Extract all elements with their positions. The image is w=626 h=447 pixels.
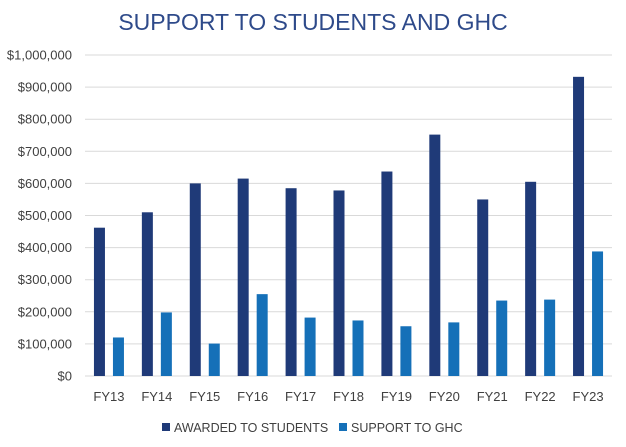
y-tick-label: $0 bbox=[58, 369, 72, 384]
x-tick-label: FY14 bbox=[141, 389, 172, 404]
y-tick-label: $1,000,000 bbox=[7, 48, 72, 63]
x-tick-label: FY23 bbox=[573, 389, 604, 404]
x-tick-label: FY15 bbox=[189, 389, 220, 404]
y-tick-label: $400,000 bbox=[18, 240, 72, 255]
bars bbox=[93, 76, 604, 376]
x-axis-ticks: FY13 FY14 FY15 FY16 FY17 FY18 FY19 FY20 FY21 FY22… bbox=[93, 389, 603, 404]
y-tick-label: $100,000 bbox=[18, 336, 72, 351]
bar-awarded-to-students-fy16 bbox=[237, 178, 249, 376]
y-tick-label: $300,000 bbox=[18, 272, 72, 287]
bar-awarded-to-students-fy21 bbox=[477, 199, 489, 376]
bar-support-to-ghc-fy13 bbox=[112, 337, 124, 376]
legend-label-support-to-ghc: SUPPORT TO GHC bbox=[351, 421, 463, 435]
bar-awarded-to-students-fy19 bbox=[381, 171, 393, 376]
bar-support-to-ghc-fy14 bbox=[160, 312, 172, 376]
y-tick-label: $600,000 bbox=[18, 176, 72, 191]
x-tick-label: FY13 bbox=[93, 389, 124, 404]
chart-title: SUPPORT TO STUDENTS AND GHC bbox=[118, 9, 507, 35]
legend: AWARDED TO STUDENTS SUPPORT TO GHC bbox=[162, 421, 463, 435]
bar-awarded-to-students-fy20 bbox=[429, 134, 441, 376]
bar-support-to-ghc-fy18 bbox=[352, 320, 364, 376]
x-tick-label: FY21 bbox=[477, 389, 508, 404]
legend-swatch-support-to-ghc bbox=[339, 423, 347, 431]
bar-support-to-ghc-fy19 bbox=[400, 326, 412, 376]
y-tick-label: $500,000 bbox=[18, 208, 72, 223]
x-tick-label: FY18 bbox=[333, 389, 364, 404]
x-tick-label: FY17 bbox=[285, 389, 316, 404]
x-tick-label: FY22 bbox=[525, 389, 556, 404]
x-tick-label: FY20 bbox=[429, 389, 460, 404]
bar-awarded-to-students-fy15 bbox=[189, 183, 201, 376]
x-tick-label: FY16 bbox=[237, 389, 268, 404]
y-tick-label: $700,000 bbox=[18, 144, 72, 159]
bar-awarded-to-students-fy23 bbox=[573, 76, 585, 376]
bar-awarded-to-students-fy13 bbox=[93, 227, 105, 376]
x-tick-label: FY19 bbox=[381, 389, 412, 404]
bar-support-to-ghc-fy15 bbox=[208, 343, 220, 376]
bar-support-to-ghc-fy17 bbox=[304, 317, 316, 376]
bar-support-to-ghc-fy23 bbox=[592, 251, 604, 376]
legend-swatch-awarded-to-students bbox=[162, 423, 170, 431]
bar-support-to-ghc-fy21 bbox=[496, 300, 508, 376]
bar-support-to-ghc-fy22 bbox=[544, 299, 556, 376]
y-axis-ticks: $0 $100,000 $200,000 $300,000 $400,000 $500,0… bbox=[7, 48, 72, 384]
bar-support-to-ghc-fy16 bbox=[256, 294, 268, 376]
legend-label-awarded-to-students: AWARDED TO STUDENTS bbox=[174, 421, 328, 435]
bar-awarded-to-students-fy18 bbox=[333, 190, 345, 376]
bar-awarded-to-students-fy17 bbox=[285, 188, 297, 376]
y-tick-label: $800,000 bbox=[18, 112, 72, 127]
y-tick-label: $200,000 bbox=[18, 304, 72, 319]
bar-support-to-ghc-fy20 bbox=[448, 322, 460, 376]
gridlines bbox=[85, 54, 612, 377]
bar-awarded-to-students-fy22 bbox=[525, 181, 537, 376]
y-tick-label: $900,000 bbox=[18, 80, 72, 95]
bar-awarded-to-students-fy14 bbox=[141, 212, 153, 376]
